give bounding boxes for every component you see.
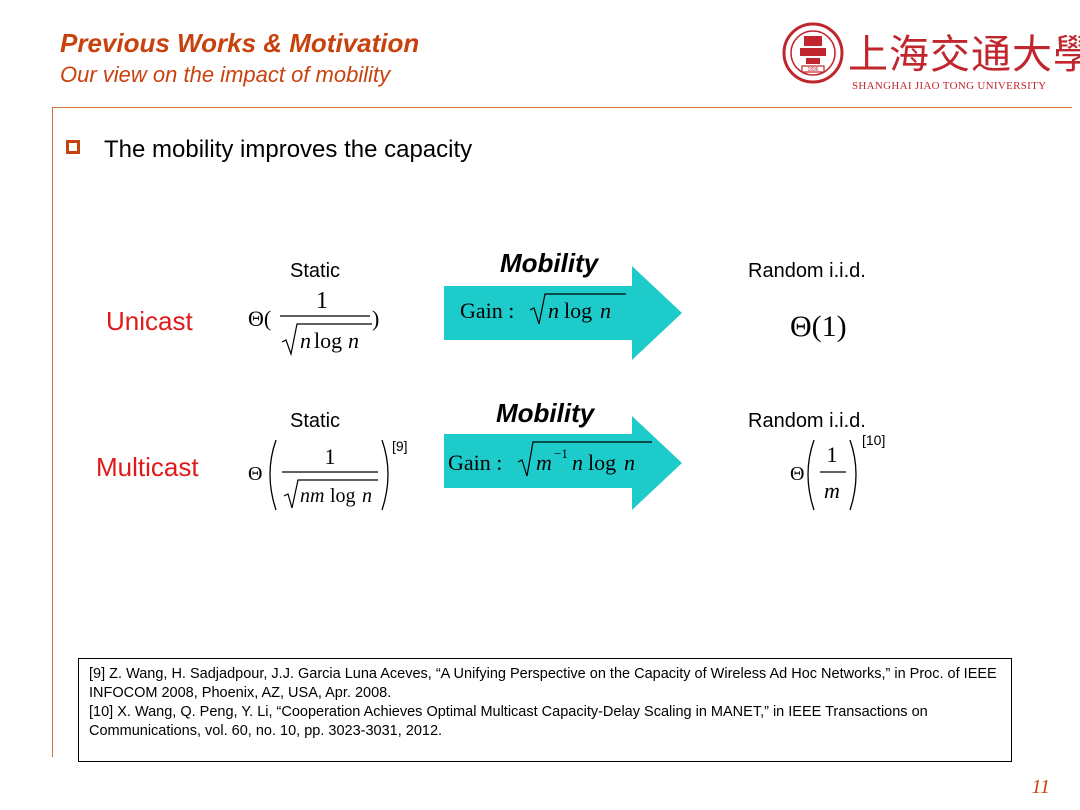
unicast-mobility-label: Mobility (500, 248, 599, 278)
unicast-mobility-arrow: Gain : n log n (444, 266, 682, 360)
slide-subtitle: Our view on the impact of mobility (60, 62, 391, 87)
svg-text:Θ(1): Θ(1) (790, 310, 847, 343)
multicast-static-label: Static (290, 410, 341, 432)
svg-text:1: 1 (827, 442, 838, 467)
svg-text:log: log (564, 298, 592, 323)
unicast-random-label: Random i.i.d. (748, 260, 866, 282)
svg-text:n: n (362, 485, 372, 507)
multicast-static-reference: [9] (392, 438, 408, 454)
svg-text:log: log (330, 485, 356, 507)
svg-text:n: n (572, 450, 583, 475)
unicast-label: Unicast (106, 306, 193, 336)
multicast-static-formula: Θ 1 nm log n (248, 439, 389, 511)
svg-text:n: n (348, 328, 359, 353)
svg-text:n: n (548, 298, 559, 323)
page-number: 11 (1031, 776, 1050, 798)
svg-text:m: m (536, 450, 552, 475)
svg-text:Gain :: Gain : (460, 298, 514, 323)
svg-text:Gain :: Gain : (448, 450, 502, 475)
svg-text:−1: −1 (554, 446, 568, 461)
multicast-label: Multicast (96, 452, 199, 482)
svg-text:log: log (314, 328, 342, 353)
svg-text:n: n (300, 328, 311, 353)
logo-year: 1896 (807, 67, 818, 73)
svg-text:nm: nm (300, 485, 324, 507)
unicast-static-label: Static (290, 260, 341, 282)
svg-text:n: n (600, 298, 611, 323)
unicast-random-formula: Θ(1) (790, 310, 847, 343)
svg-text:log: log (588, 450, 616, 475)
multicast-random-label: Random i.i.d. (748, 410, 866, 432)
bullet-text: The mobility improves the capacity (104, 136, 473, 163)
logo-english-name: SHANGHAI JIAO TONG UNIVERSITY (852, 80, 1047, 92)
multicast-mobility-label: Mobility (496, 398, 595, 428)
svg-text:Θ: Θ (790, 463, 804, 485)
unicast-static-formula: Θ( 1 n log n ) (248, 288, 379, 357)
multicast-random-formula: Θ 1 m (790, 439, 857, 511)
university-seal-icon: 1896 (782, 22, 844, 84)
references-box: [9] Z. Wang, H. Sadjadpour, J.J. Garcia … (78, 658, 1012, 762)
reference-9: [9] Z. Wang, H. Sadjadpour, J.J. Garcia … (89, 666, 997, 701)
header-divider (52, 107, 1072, 108)
svg-text:m: m (824, 478, 840, 503)
slide-title: Previous Works & Motivation (60, 28, 420, 58)
left-border (52, 107, 53, 757)
svg-text:1: 1 (316, 288, 328, 314)
svg-text:): ) (372, 306, 379, 331)
bullet-square-icon (66, 140, 80, 154)
logo-chinese-name: 上海交通大學 (848, 32, 1080, 78)
svg-text:n: n (624, 450, 635, 475)
svg-text:Θ(: Θ( (248, 306, 271, 331)
multicast-mobility-arrow: Gain : m −1 n log n (444, 416, 682, 510)
multicast-random-reference: [10] (862, 432, 886, 448)
svg-text:1: 1 (325, 444, 336, 469)
reference-10: [10] X. Wang, Q. Peng, Y. Li, “Cooperati… (89, 704, 928, 739)
svg-text:Θ: Θ (248, 463, 262, 485)
